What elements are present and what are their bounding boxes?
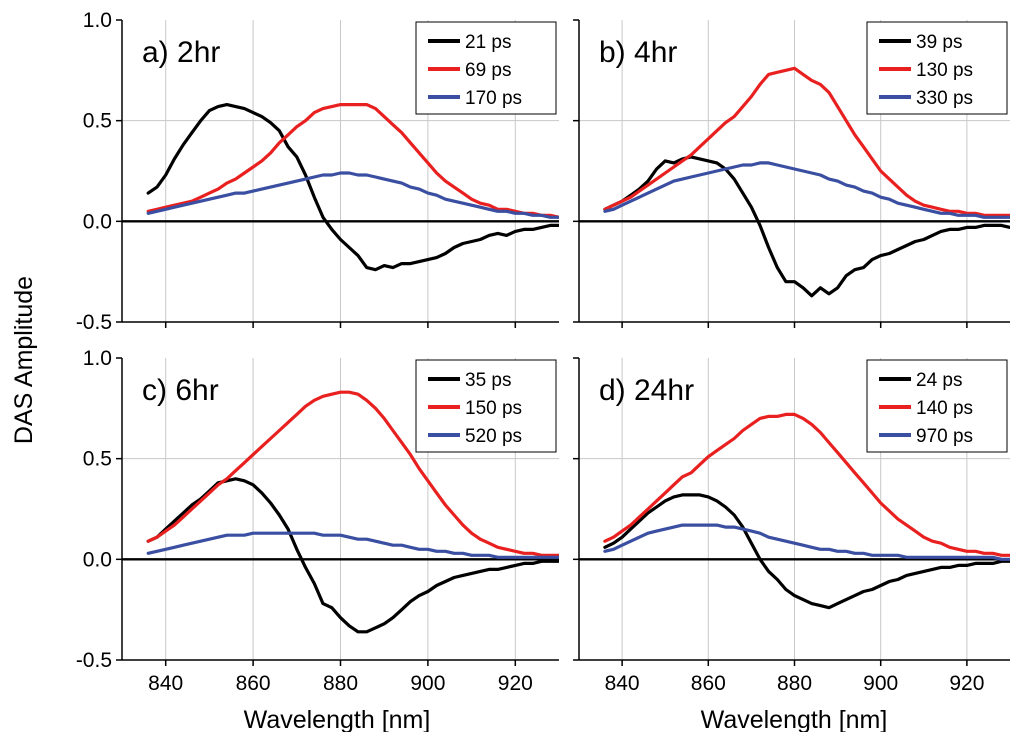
series-line [603,412,1010,557]
legend-label: 150 ps [465,398,522,419]
panel-b: b) 4hr 39 ps 130 ps 330 ps [573,19,1010,328]
x-tick-label: 920 [949,672,984,695]
panel-label: c) 6hr [142,374,219,407]
x-axis-title-right: Wavelength [nm] [701,706,888,732]
panel-label: b) 4hr [599,36,677,69]
x-tick-label: 840 [605,672,640,695]
x-tick-label: 900 [863,672,898,695]
series-line [603,155,1010,298]
legend-label: 69 ps [465,60,511,81]
y-tick-label: 0.5 [83,110,112,133]
y-tick-label: 0.0 [83,210,112,233]
y-tick-label: -0.5 [76,649,112,672]
series-group [146,102,559,272]
panel-a: -0.5 0.0 0.5 1.0 a) 2hr 21 ps 69 ps 170 ps [76,9,559,334]
series-line [146,171,559,219]
series-line [146,477,559,634]
series-group [603,66,1010,298]
legend-label: 21 ps [465,32,511,53]
series-group [603,412,1010,610]
y-tick-label: 0.0 [83,548,112,571]
legend-label: 170 ps [465,88,522,109]
series-group [146,390,559,634]
series-line [603,66,1010,217]
x-tick-label: 840 [148,672,183,695]
series-line [146,102,559,272]
legend-label: 24 ps [916,370,962,391]
x-axis-title-left: Wavelength [nm] [244,706,431,732]
x-tick-label: 880 [323,672,358,695]
y-tick-label: 1.0 [83,347,112,370]
legend-label: 970 ps [916,426,973,447]
panel-label: a) 2hr [142,36,220,69]
series-line [146,390,559,557]
y-axis-title: DAS Amplitude [10,276,38,444]
legend-label: 520 ps [465,426,522,447]
legend-label: 140 ps [916,398,973,419]
series-line [146,531,559,559]
y-tick-label: 0.5 [83,448,112,471]
y-tick-label: -0.5 [76,311,112,334]
x-tick-label: 900 [410,672,445,695]
x-tick-label: 860 [691,672,726,695]
legend-label: 35 ps [465,370,511,391]
series-line [146,102,559,219]
x-tick-label: 880 [777,672,812,695]
x-tick-label: 860 [236,672,271,695]
y-tick-label: 1.0 [83,9,112,32]
series-line [603,523,1010,561]
series-line [603,493,1010,610]
panel-label: d) 24hr [599,374,694,407]
panel-d: 840 860 880 900 920 d) 24hr 24 ps 140 ps 970 ps [573,357,1010,695]
legend-label: 39 ps [916,32,962,53]
legend-label: 130 ps [916,60,973,81]
x-tick-label: 920 [498,672,533,695]
series-line [603,161,1010,219]
legend-label: 330 ps [916,88,973,109]
panel-c: -0.5 0.0 0.5 1.0 840 860 880 900 920 c) 6hr 35 ps 1… [76,347,559,695]
